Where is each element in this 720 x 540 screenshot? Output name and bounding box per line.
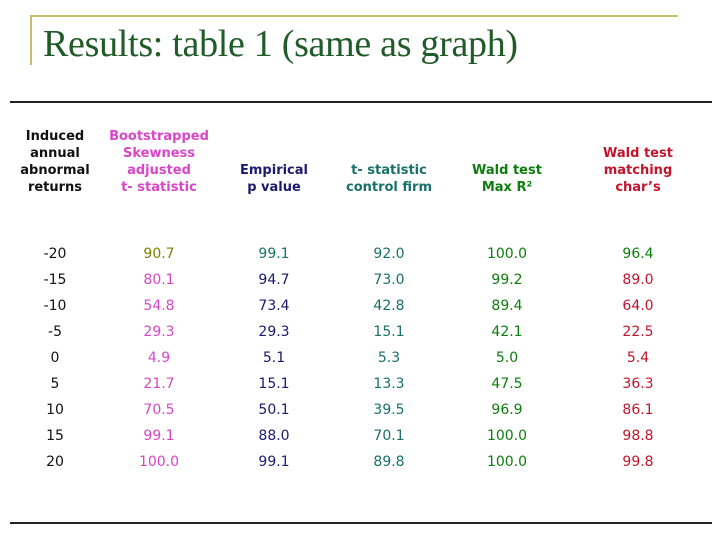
header-line: returns [27,180,83,195]
table-cell: 100.0 [486,246,528,262]
table-cell: 94.7 [258,272,290,288]
table-row: -5 29.3 29.3 15.1 42.1 22.5 [12,319,712,345]
table-cell: 5.4 [626,350,650,366]
table-cell: 99.1 [143,428,175,444]
table-cell: 89.4 [491,298,523,314]
title-frame-left-line [30,15,32,65]
results-table: Induced annual abnormal returns Bootstrapped… [12,124,712,475]
table-cell: 5.1 [262,350,286,366]
table-row: 15 99.1 88.0 70.1 100.0 98.8 [12,423,712,449]
table-cell: 22.5 [622,324,654,340]
header-line: Bootstrapped [109,129,209,144]
table-cell: 100.0 [138,454,180,470]
slide-title: Results: table 1 (same as graph) [43,23,518,65]
table-cell: 99.2 [491,272,523,288]
header-row: Induced annual abnormal returns Bootstrapped… [12,124,712,196]
table-row: 10 70.5 50.1 39.5 96.9 86.1 [12,397,712,423]
table-cell: -15 [43,272,67,288]
table-cell: 96.4 [622,246,654,262]
table-cell: 80.1 [143,272,175,288]
header-line: Wald test [472,163,542,178]
table-cell: 100.0 [486,428,528,444]
table-cell: 5 [50,376,60,392]
table-cell: 13.3 [373,376,405,392]
header-t-statistic-control-firm: t- statistic control firm [328,124,450,196]
header-line: control firm [345,180,433,195]
header-line: annual [30,146,80,161]
header-line: Empirical [240,163,308,178]
table-cell: 21.7 [143,376,175,392]
table-cell: 39.5 [373,402,405,418]
table-cell: -10 [43,298,67,314]
header-line: t- statistic [351,163,427,178]
header-line: Skewness [122,146,196,161]
header-bootstrapped-t-statistic: Bootstrapped Skewness adjusted t- statistic [98,124,220,196]
table-cell: 70.5 [143,402,175,418]
table-cell: 5.0 [495,350,519,366]
table-cell: 15 [46,428,64,444]
table-cell: 73.0 [373,272,405,288]
table-cell: 20 [46,454,64,470]
table-row: 5 21.7 15.1 13.3 47.5 36.3 [12,371,712,397]
table-cell: 64.0 [622,298,654,314]
header-line: matching [603,163,673,178]
table-body: -20 90.7 99.1 92.0 100.0 96.4 -15 80.1 94.7 73.0 9… [12,196,712,475]
header-line: p value [247,180,301,195]
table-cell: 36.3 [622,376,654,392]
header-line: char’s [615,180,661,195]
table-cell: 29.3 [258,324,290,340]
table-cell: 99.8 [622,454,654,470]
table-cell: 5.3 [377,350,401,366]
table-cell: 96.9 [491,402,523,418]
table-cell: 99.1 [258,454,290,470]
table-row: -10 54.8 73.4 42.8 89.4 64.0 [12,293,712,319]
table-cell: -20 [43,246,67,262]
table-cell: 4.9 [147,350,171,366]
table-cell: 0 [50,350,60,366]
table-header: Induced annual abnormal returns Bootstrapped… [12,124,712,196]
table-cell: 73.4 [258,298,290,314]
table-row: 0 4.9 5.1 5.3 5.0 5.4 [12,345,712,371]
header-induced-returns: Induced annual abnormal returns [12,124,98,196]
table-row: 20 100.0 99.1 89.8 100.0 99.8 [12,449,712,475]
table-cell: -5 [48,324,62,340]
table-cell: 90.7 [143,246,175,262]
header-wald-test-max-r2: Wald test Max R² [450,124,564,196]
table-cell: 89.0 [622,272,654,288]
table-cell: 42.8 [373,298,405,314]
header-line: adjusted [127,163,191,178]
table-cell: 47.5 [491,376,523,392]
table-cell: 99.1 [258,246,290,262]
header-line: abnormal [20,163,90,178]
table-cell: 100.0 [486,454,528,470]
header-line: Max R² [481,180,533,195]
title-frame-top-line [30,15,678,17]
header-empirical-p-value: Empirical p value [220,124,328,196]
table-bottom-rule [10,522,712,524]
table-cell: 29.3 [143,324,175,340]
header-wald-test-matching-chars: Wald test matching char’s [564,124,712,196]
table-cell: 98.8 [622,428,654,444]
table-row: -20 90.7 99.1 92.0 100.0 96.4 [12,196,712,267]
table-cell: 86.1 [622,402,654,418]
header-line: Wald test [603,146,673,161]
table-cell: 89.8 [373,454,405,470]
table-cell: 88.0 [258,428,290,444]
table-row: -15 80.1 94.7 73.0 99.2 89.0 [12,267,712,293]
table-cell: 42.1 [491,324,523,340]
header-line: t- statistic [121,180,197,195]
table-cell: 10 [46,402,64,418]
table-cell: 92.0 [373,246,405,262]
table-top-rule [10,101,712,103]
table-cell: 15.1 [258,376,290,392]
table-cell: 54.8 [143,298,175,314]
table-cell: 70.1 [373,428,405,444]
header-line: Induced [25,129,85,144]
table-cell: 50.1 [258,402,290,418]
table-cell: 15.1 [373,324,405,340]
